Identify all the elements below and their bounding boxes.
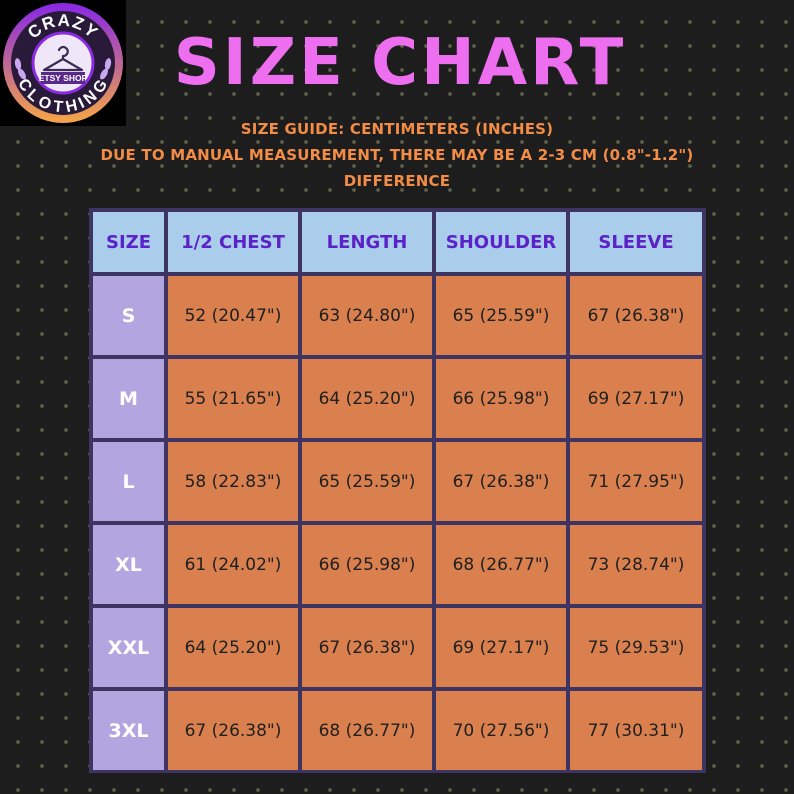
shoulder-cell: 67 (26.38") — [436, 442, 566, 521]
sleeve-cell: 69 (27.17") — [570, 359, 702, 438]
length-cell: 68 (26.77") — [302, 691, 432, 770]
shoulder-cell: 68 (26.77") — [436, 525, 566, 604]
size-label: M — [93, 359, 164, 438]
chest-cell: 61 (24.02") — [168, 525, 298, 604]
chest-cell: 67 (26.38") — [168, 691, 298, 770]
length-cell: 65 (25.59") — [302, 442, 432, 521]
size-label: XL — [93, 525, 164, 604]
size-label: S — [93, 276, 164, 355]
size-table: SIZE 1/2 CHEST LENGTH SHOULDER SLEEVE S 52 (20… — [89, 208, 706, 773]
header-sleeve: SLEEVE — [570, 212, 702, 272]
sleeve-cell: 77 (30.31") — [570, 691, 702, 770]
shoulder-cell: 65 (25.59") — [436, 276, 566, 355]
header-length: LENGTH — [302, 212, 432, 272]
page-title: SIZE CHART — [173, 26, 627, 100]
header-chest: 1/2 CHEST — [168, 212, 298, 272]
shoulder-cell: 70 (27.56") — [436, 691, 566, 770]
length-cell: 64 (25.20") — [302, 359, 432, 438]
shop-logo: CRAZY CLOTHING ETSY SHOP — [0, 0, 126, 126]
length-cell: 63 (24.80") — [302, 276, 432, 355]
chest-cell: 64 (25.20") — [168, 608, 298, 687]
chest-cell: 55 (21.65") — [168, 359, 298, 438]
logo-badge: CRAZY CLOTHING ETSY SHOP — [3, 3, 123, 123]
sleeve-cell: 71 (27.95") — [570, 442, 702, 521]
sleeve-cell: 73 (28.74") — [570, 525, 702, 604]
sleeve-cell: 67 (26.38") — [570, 276, 702, 355]
measurement-note-line-2: DIFFERENCE — [343, 172, 451, 190]
laurel-icon — [14, 58, 112, 80]
shoulder-cell: 69 (27.17") — [436, 608, 566, 687]
length-cell: 67 (26.38") — [302, 608, 432, 687]
size-guide-line: SIZE GUIDE: CENTIMETERS (INCHES) — [240, 120, 554, 138]
header-shoulder: SHOULDER — [436, 212, 566, 272]
chest-cell: 58 (22.83") — [168, 442, 298, 521]
chest-cell: 52 (20.47") — [168, 276, 298, 355]
size-label: L — [93, 442, 164, 521]
logo-middle-text: ETSY SHOP — [39, 73, 88, 83]
header-size: SIZE — [93, 212, 164, 272]
size-label: 3XL — [93, 691, 164, 770]
measurement-note-line: DUE TO MANUAL MEASUREMENT, THERE MAY BE … — [100, 146, 694, 164]
size-label: XXL — [93, 608, 164, 687]
hanger-icon — [42, 45, 84, 72]
size-guide-notes: SIZE GUIDE: CENTIMETERS (INCHES) DUE TO … — [0, 116, 794, 194]
shoulder-cell: 66 (25.98") — [436, 359, 566, 438]
sleeve-cell: 75 (29.53") — [570, 608, 702, 687]
length-cell: 66 (25.98") — [302, 525, 432, 604]
